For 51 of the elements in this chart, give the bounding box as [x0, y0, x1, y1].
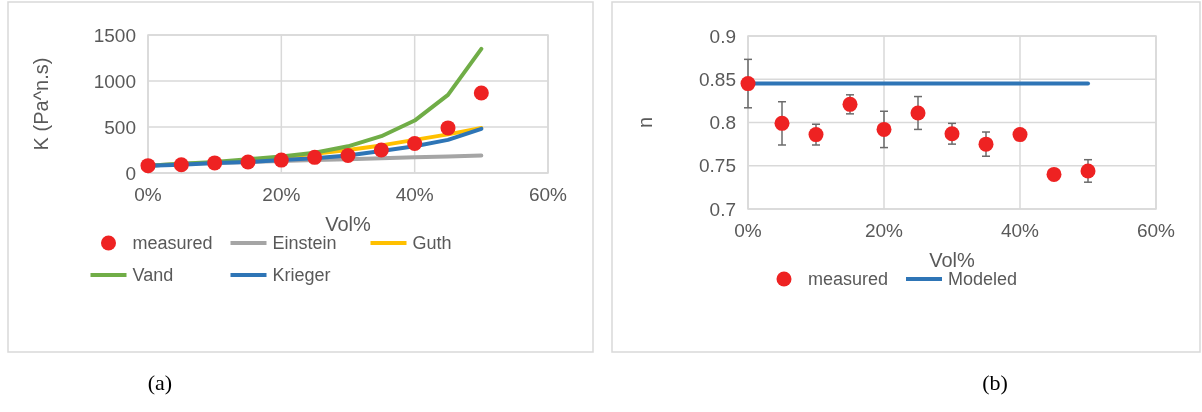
point [140, 158, 156, 174]
point [1012, 127, 1028, 143]
legend-label: measured [132, 233, 213, 254]
point [407, 136, 423, 152]
point [207, 155, 223, 171]
x-tick-label: 0% [734, 220, 762, 241]
y-tick-label: 1500 [93, 24, 136, 46]
point [1080, 163, 1096, 179]
point [740, 76, 756, 92]
point [978, 136, 994, 152]
legend-label: Krieger [272, 265, 331, 286]
x-axis-title: Vol% [929, 249, 976, 271]
point [473, 85, 489, 101]
point [808, 127, 824, 143]
point [876, 121, 892, 137]
text: (a) [147, 370, 173, 395]
y-tick-label: 0.85 [699, 68, 736, 90]
point [440, 120, 456, 136]
y-tick-label: 1000 [93, 70, 136, 92]
point [173, 157, 189, 173]
point [340, 148, 356, 164]
point [373, 142, 389, 158]
legend-label: Einstein [272, 233, 337, 254]
y-tick-label: 0.7 [709, 198, 736, 220]
x-axis-title: Vol% [325, 213, 372, 235]
x-tick-label: 20% [262, 184, 301, 205]
x-tick-label: 60% [1136, 220, 1176, 241]
legend-label: Guth [412, 233, 452, 254]
y-tick-label: 0.75 [699, 155, 736, 177]
point [307, 149, 323, 165]
legend-label: Vand [132, 265, 174, 286]
y-axis-title: K (Pa^n.s) [30, 57, 52, 151]
x-tick-label: 20% [864, 220, 904, 241]
point [1046, 166, 1062, 182]
x-tick-label: 40% [395, 184, 434, 205]
point [273, 152, 289, 168]
y-tick-label: 500 [104, 116, 136, 138]
x-tick-label: 0% [134, 184, 162, 205]
y-tick-label: 0.8 [709, 112, 736, 134]
legend-label: Modeled [948, 269, 1018, 290]
y-tick-label: 0.9 [709, 25, 736, 47]
point [910, 105, 926, 121]
x-tick-label: 60% [528, 184, 568, 205]
point [240, 154, 256, 170]
point [944, 126, 960, 142]
legend-label: measured [808, 269, 889, 290]
x-tick-label: 40% [1000, 220, 1040, 241]
point [774, 115, 790, 131]
y-axis-title: n [634, 116, 656, 129]
y-tick-label: 0 [125, 162, 136, 184]
text: (b) [982, 370, 1008, 395]
